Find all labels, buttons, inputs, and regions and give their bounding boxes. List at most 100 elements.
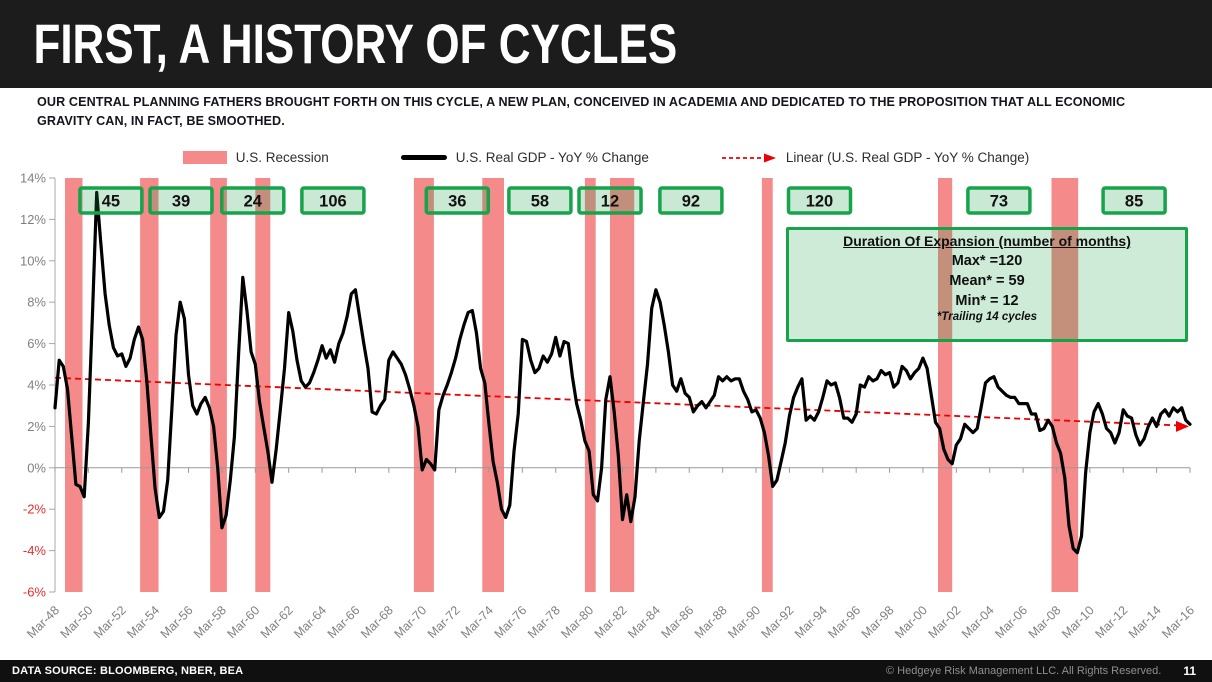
expansion-stats-min: Min* = 12 <box>955 293 1019 309</box>
chart-legend: U.S. Recession U.S. Real GDP - YoY % Cha… <box>0 150 1212 165</box>
x-axis-label: Mar-90 <box>725 603 763 641</box>
recession-band <box>761 178 773 592</box>
recession-band <box>1051 178 1079 592</box>
header-banner: FIRST, A HISTORY OF CYCLES <box>0 0 1212 88</box>
y-axis-label: -6% <box>23 585 47 600</box>
legend-item-recession: U.S. Recession <box>182 150 329 165</box>
trend-line-group <box>54 376 1189 432</box>
expansion-duration-box <box>1101 186 1167 215</box>
expansion-duration-box <box>507 186 573 215</box>
recession-band <box>413 178 434 592</box>
expansion-duration-labels: 45 39 24 106 36 58 12 92 120 73 85 <box>78 186 1167 215</box>
x-axis-label: Mar-94 <box>792 603 830 641</box>
x-axis-label: Mar-86 <box>658 603 696 641</box>
y-axis-label: 10% <box>20 253 46 268</box>
x-axis-label: Mar-78 <box>525 603 563 641</box>
page-number: 11 <box>1183 664 1196 678</box>
x-axis-label: Mar-66 <box>325 603 363 641</box>
y-axis: 14% 12% 10% 8% 6% 4% 2% 0% -2% -4% -6% <box>20 171 56 600</box>
expansion-duration-value: 58 <box>531 193 549 211</box>
x-axis-label: Mar-82 <box>592 603 630 641</box>
x-axis-label: Mar-02 <box>926 603 964 641</box>
x-axis-label: Mar-64 <box>291 603 329 641</box>
recession-band <box>140 178 159 592</box>
x-axis-label: Mar-52 <box>91 603 129 641</box>
trend-arrowhead-icon <box>1176 420 1189 432</box>
expansion-duration-box <box>220 186 286 215</box>
expansion-duration-value: 45 <box>102 193 120 211</box>
y-axis-label: 14% <box>20 171 46 186</box>
legend-linear-label: Linear (U.S. Real GDP - YoY % Change) <box>785 150 1030 165</box>
gdp-line <box>53 190 1192 555</box>
expansion-stats-max: Max* =120 <box>951 253 1023 269</box>
expansion-duration-box <box>148 186 214 215</box>
expansion-duration-value: 24 <box>244 193 263 211</box>
x-axis-label: Mar-12 <box>1092 603 1130 641</box>
y-axis-label: 2% <box>27 419 46 434</box>
expansion-stats-footnote: *Trailing 14 cycles <box>936 311 1038 323</box>
expansion-duration-value: 73 <box>990 193 1008 211</box>
gdp-history-chart: 14% 12% 10% 8% 6% 4% 2% 0% -2% -4% -6% Mar-48Mar-50… <box>20 171 1197 642</box>
x-axis-label: Mar-92 <box>759 603 797 641</box>
expansion-duration-box <box>78 186 144 215</box>
y-axis-label: 8% <box>27 295 46 310</box>
expansion-duration-box <box>966 186 1032 215</box>
x-axis-label: Mar-96 <box>825 603 863 641</box>
expansion-duration-value: 36 <box>448 193 466 211</box>
recession-band <box>255 178 271 592</box>
x-axis-label: Mar-16 <box>1159 603 1197 641</box>
gdp-line-swatch-icon <box>400 155 447 160</box>
x-axis-label: Mar-54 <box>124 603 162 641</box>
y-axis-label: 0% <box>27 460 46 475</box>
expansion-duration-value: 85 <box>1125 193 1143 211</box>
expansion-duration-value: 92 <box>682 193 700 211</box>
x-axis-label: Mar-84 <box>625 603 663 641</box>
x-axis-label: Mar-98 <box>859 603 897 641</box>
x-axis-label: Mar-48 <box>24 603 62 641</box>
recession-band <box>584 178 596 592</box>
x-axis-label: Mar-08 <box>1026 603 1064 641</box>
expansion-stats-mean: Mean* = 59 <box>949 273 1025 289</box>
recession-band <box>65 178 83 592</box>
recession-swatch-icon <box>182 151 227 164</box>
x-axis-label: Mar-04 <box>959 603 997 641</box>
x-axis-label: Mar-62 <box>258 603 296 641</box>
expansion-duration-box <box>300 186 366 215</box>
y-axis-label: -2% <box>23 502 47 517</box>
expansion-duration-value: 106 <box>319 193 347 211</box>
y-axis-label: 4% <box>27 378 46 393</box>
trend-arrow-swatch-icon <box>721 153 776 162</box>
recession-bands <box>65 178 1079 592</box>
x-axis-label: Mar-50 <box>58 603 96 641</box>
expansion-duration-box <box>577 186 643 215</box>
legend-recession-label: U.S. Recession <box>235 150 329 165</box>
expansion-duration-value: 12 <box>601 193 619 211</box>
x-axis-label: Mar-10 <box>1059 603 1097 641</box>
x-axis-label: Mar-60 <box>225 603 263 641</box>
legend-item-linear: Linear (U.S. Real GDP - YoY % Change) <box>721 150 1029 165</box>
legend-gdp-label: U.S. Real GDP - YoY % Change <box>455 150 649 165</box>
x-axis-label: Mar-76 <box>492 603 530 641</box>
x-axis-label: Mar-06 <box>992 603 1030 641</box>
data-source-label: DATA SOURCE: BLOOMBERG, NBER, BEA <box>12 665 244 677</box>
subtitle-text: OUR CENTRAL PLANNING FATHERS BROUGHT FOR… <box>37 95 1126 128</box>
trend-line <box>54 376 1178 427</box>
footer-bar: DATA SOURCE: BLOOMBERG, NBER, BEA © Hedg… <box>0 660 1212 682</box>
x-axis-label: Mar-88 <box>692 603 730 641</box>
y-axis-label: 12% <box>20 212 46 227</box>
expansion-duration-value: 39 <box>172 193 190 211</box>
expansion-duration-box <box>658 186 724 215</box>
y-axis-label: 6% <box>27 336 46 351</box>
expansion-stats-title: Duration Of Expansion (number of months) <box>843 233 1131 249</box>
x-axis-label: Mar-58 <box>191 603 229 641</box>
expansion-duration-value: 120 <box>806 193 834 211</box>
page-title: FIRST, A HISTORY OF CYCLES <box>33 12 678 76</box>
x-axis-label: Mar-00 <box>892 603 930 641</box>
copyright-label: © Hedgeye Risk Management LLC. All Right… <box>886 665 1162 677</box>
expansion-duration-box <box>786 186 853 215</box>
recession-band <box>610 178 635 592</box>
x-axis-label: Mar-68 <box>358 603 396 641</box>
x-axis-label: Mar-80 <box>558 603 596 641</box>
x-axis-label: Mar-74 <box>458 603 496 641</box>
